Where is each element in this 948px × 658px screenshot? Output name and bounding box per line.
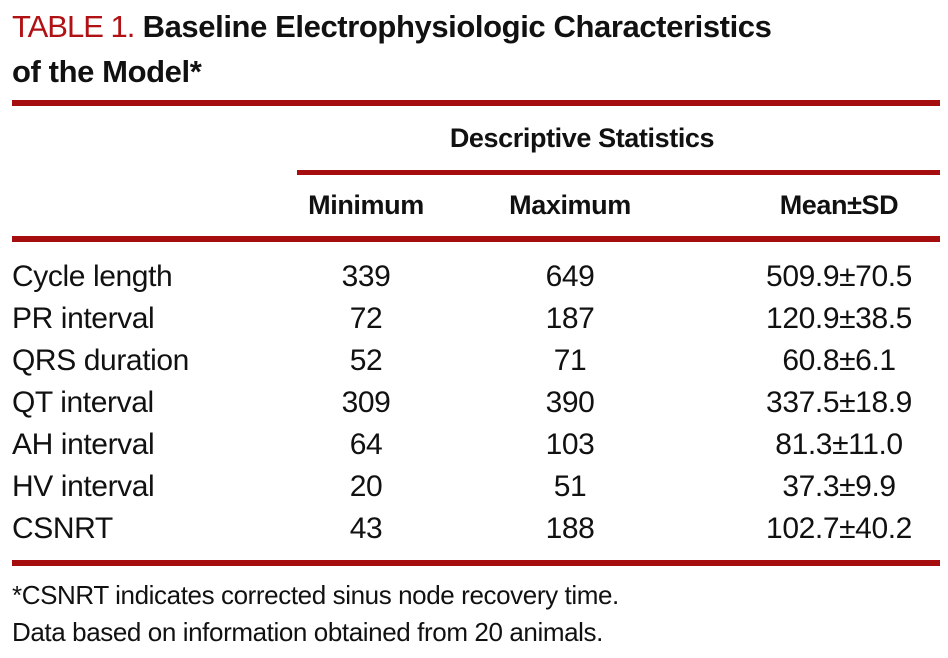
table-row: PR interval 72 187 120.9±38.5 — [12, 298, 940, 340]
table-title: TABLE 1. Baseline Electrophysiologic Cha… — [12, 0, 940, 94]
cell-maximum: 188 — [545, 512, 595, 545]
table-row: AH interval 64 103 81.3±11.0 — [12, 424, 940, 466]
column-header-minimum: Minimum — [308, 190, 424, 220]
cell-minimum: 43 — [349, 512, 383, 545]
table-body: Cycle length 339 649 509.9±70.5 PR inter… — [12, 242, 940, 560]
row-label: QT interval — [12, 386, 154, 419]
cell-mean-sd: 81.3±11.0 — [775, 428, 903, 461]
table-number-label: TABLE 1. — [12, 9, 135, 44]
table-row: QT interval 309 390 337.5±18.9 — [12, 382, 940, 424]
table-row: CSNRT 43 188 102.7±40.2 — [12, 508, 940, 550]
cell-mean-sd: 337.5±18.9 — [766, 386, 912, 419]
row-label: QRS duration — [12, 344, 189, 377]
cell-mean-sd: 37.3±9.9 — [782, 470, 896, 503]
row-label: HV interval — [12, 470, 155, 503]
row-label: PR interval — [12, 302, 155, 335]
cell-mean-sd: 509.9±70.5 — [766, 260, 912, 293]
group-header-band: Descriptive Statistics — [252, 106, 940, 170]
table-title-line1: Baseline Electrophysiologic Characterist… — [142, 9, 772, 44]
group-header-rule — [297, 170, 940, 175]
cell-mean-sd: 60.8±6.1 — [782, 344, 896, 377]
column-header-row: Minimum Maximum Mean±SD — [12, 175, 940, 236]
top-rule — [12, 100, 940, 106]
cell-minimum: 64 — [349, 428, 383, 461]
bottom-rule — [12, 560, 940, 566]
cell-minimum: 52 — [349, 344, 383, 377]
footnote: *CSNRT indicates corrected sinus node re… — [12, 577, 940, 651]
cell-mean-sd: 102.7±40.2 — [766, 512, 912, 545]
cell-maximum: 649 — [545, 260, 595, 293]
table-row: HV interval 20 51 37.3±9.9 — [12, 466, 940, 508]
cell-maximum: 390 — [545, 386, 595, 419]
cell-maximum: 103 — [545, 428, 595, 461]
footnote-line-1: *CSNRT indicates corrected sinus node re… — [12, 580, 619, 610]
table-row: Cycle length 339 649 509.9±70.5 — [12, 256, 940, 298]
header-rule — [12, 236, 940, 242]
row-label: CSNRT — [12, 512, 113, 545]
cell-mean-sd: 120.9±38.5 — [766, 302, 912, 335]
cell-minimum: 309 — [341, 386, 391, 419]
cell-minimum: 339 — [341, 260, 391, 293]
column-header-mean-sd: Mean±SD — [779, 190, 899, 220]
row-label: Cycle length — [12, 260, 173, 293]
cell-minimum: 20 — [349, 470, 383, 503]
cell-maximum: 71 — [553, 344, 587, 377]
cell-maximum: 187 — [545, 302, 595, 335]
group-header-label: Descriptive Statistics — [449, 123, 715, 153]
cell-maximum: 51 — [553, 470, 587, 503]
row-label: AH interval — [12, 428, 155, 461]
column-header-maximum: Maximum — [509, 190, 631, 220]
table-row: QRS duration 52 71 60.8±6.1 — [12, 340, 940, 382]
table-title-line2: of the Model* — [12, 54, 202, 89]
cell-minimum: 72 — [349, 302, 383, 335]
footnote-line-2: Data based on information obtained from … — [12, 617, 603, 647]
